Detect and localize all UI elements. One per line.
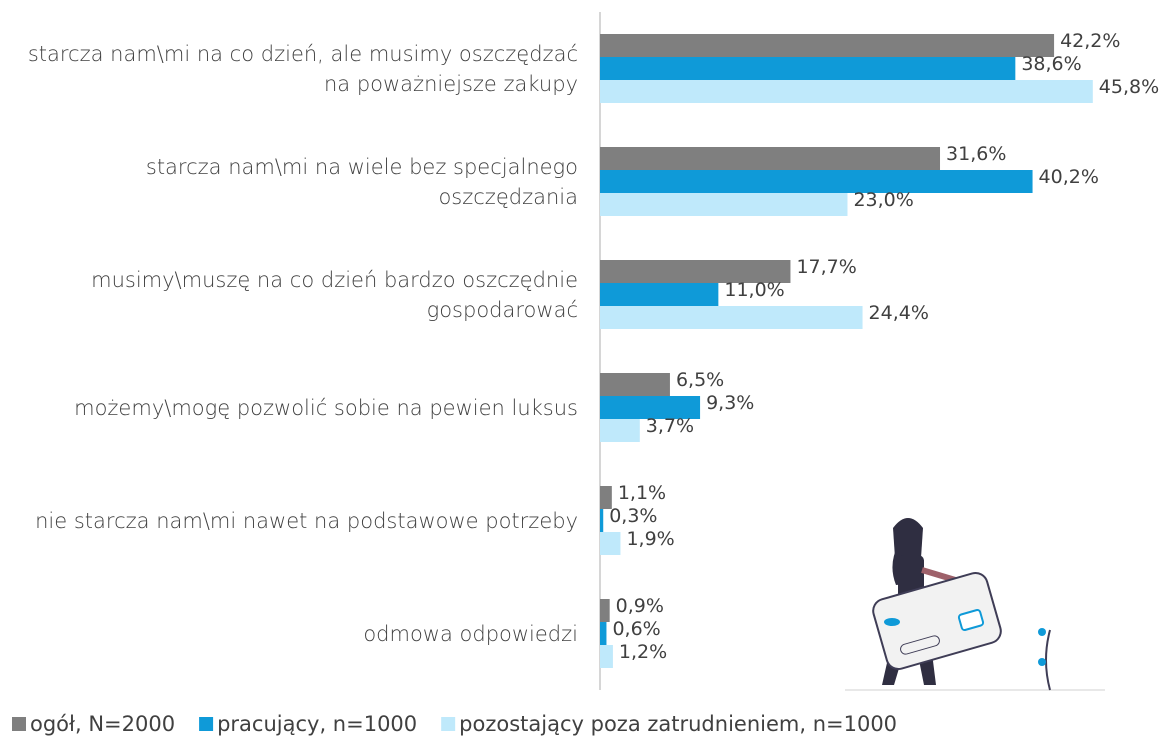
legend-label: pracujący, n=1000 (217, 712, 417, 736)
bar (600, 306, 863, 329)
value-label: 11,0% (724, 279, 784, 301)
bar (600, 283, 718, 306)
legend-swatch (12, 717, 26, 731)
bar (600, 419, 640, 442)
value-label: 23,0% (853, 189, 913, 211)
category-label: odmowa odpowiedzi (0, 619, 578, 649)
value-label: 1,1% (618, 482, 666, 504)
value-label: 0,6% (612, 618, 660, 640)
bar (600, 509, 603, 532)
bar (600, 645, 613, 668)
illustration (845, 518, 1105, 690)
bar (600, 147, 940, 170)
value-label: 1,2% (619, 641, 667, 663)
value-label: 0,3% (609, 505, 657, 527)
value-label: 3,7% (646, 415, 694, 437)
bar (600, 193, 847, 216)
value-label: 40,2% (1039, 166, 1099, 188)
value-label: 0,9% (616, 595, 664, 617)
chart: 42,2%38,6% 45,8% 31,6% 40,2% 23,0% 17,7% 11,0%… (0, 0, 1163, 747)
bar (600, 170, 1033, 193)
value-label: 24,4% (869, 302, 929, 324)
bar (600, 373, 670, 396)
value-label: 42,2% (1060, 30, 1120, 52)
legend-label: ogół, N=2000 (30, 712, 175, 736)
value-label: 45,8% (1099, 76, 1159, 98)
bar (600, 622, 606, 645)
category-label: starcza nam\mi na co dzień, ale musimy o… (0, 39, 578, 99)
legend-swatch (441, 717, 455, 731)
bar (600, 599, 610, 622)
value-label: 1,9% (626, 528, 674, 550)
bar (600, 34, 1054, 57)
legend-swatch (199, 717, 213, 731)
value-label: 17,7% (796, 256, 856, 278)
bar (600, 80, 1093, 103)
value-label: 31,6% (946, 143, 1006, 165)
bar (600, 57, 1015, 80)
category-label: możemy\mogę pozwolić sobie na pewien luk… (0, 393, 578, 423)
category-label: starcza nam\mi na wiele bez specjalnego … (0, 152, 578, 212)
value-label: 38,6% (1021, 53, 1081, 75)
bar (600, 532, 620, 555)
value-label: 6,5% (676, 369, 724, 391)
value-label: 9,3% (706, 392, 754, 414)
legend-label: pozostający poza zatrudnieniem, n=1000 (459, 712, 897, 736)
category-label: nie starcza nam\mi nawet na podstawowe p… (0, 506, 578, 536)
category-label: musimy\muszę na co dzień bardzo oszczędn… (0, 265, 578, 325)
